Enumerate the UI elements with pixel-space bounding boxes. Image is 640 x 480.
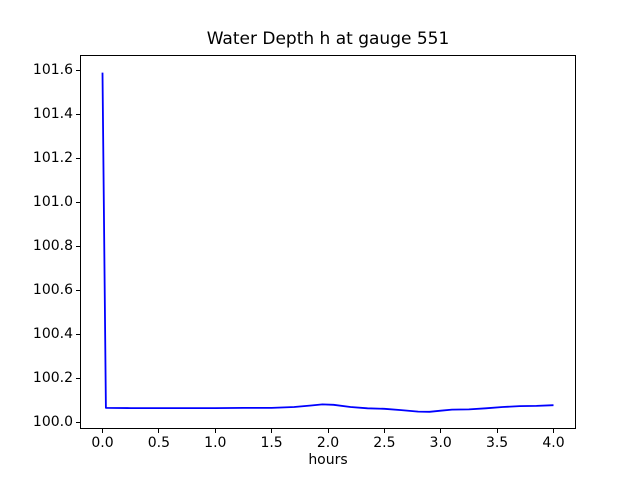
y-tick-mark bbox=[76, 333, 80, 335]
x-tick-mark bbox=[102, 429, 103, 433]
x-tick-label: 3.0 bbox=[429, 435, 452, 451]
y-tick-mark bbox=[76, 69, 80, 71]
x-tick-mark bbox=[496, 429, 498, 433]
x-tick-label: 4.0 bbox=[542, 435, 565, 451]
y-tick-mark bbox=[76, 377, 80, 379]
y-tick-mark bbox=[76, 421, 80, 423]
x-tick-label: 0.0 bbox=[91, 435, 114, 451]
y-tick-label: 101.2 bbox=[32, 150, 73, 167]
y-tick-mark bbox=[76, 201, 80, 203]
y-tick-label: 101.0 bbox=[32, 194, 73, 211]
y-tick-label: 101.6 bbox=[32, 62, 73, 79]
x-tick-mark bbox=[327, 429, 329, 433]
y-tick-label: 100.2 bbox=[32, 370, 73, 387]
y-tick-mark bbox=[76, 157, 80, 159]
x-tick-label: 2.5 bbox=[373, 435, 396, 451]
y-tick-mark bbox=[76, 245, 80, 247]
y-tick-label: 100.0 bbox=[32, 414, 73, 431]
chart-title: Water Depth h at gauge 551 bbox=[206, 29, 450, 49]
x-tick-mark bbox=[158, 429, 160, 433]
x-tick-label: 1.0 bbox=[204, 435, 227, 451]
x-tick-label: 1.5 bbox=[260, 435, 283, 451]
y-tick-label: 100.6 bbox=[32, 282, 73, 299]
y-tick-mark bbox=[76, 289, 80, 291]
x-axis-label: hours bbox=[308, 452, 348, 468]
y-tick-label: 101.4 bbox=[32, 106, 73, 123]
x-tick-label: 2.0 bbox=[316, 435, 340, 451]
x-tick-mark bbox=[553, 429, 554, 433]
x-tick-mark bbox=[440, 429, 442, 433]
x-tick-label: 3.5 bbox=[485, 435, 509, 451]
x-tick-label: 0.5 bbox=[147, 435, 171, 451]
y-tick-mark bbox=[76, 113, 80, 115]
y-tick-label: 100.4 bbox=[32, 326, 73, 343]
y-tick-label: 100.8 bbox=[32, 238, 73, 255]
x-tick-mark bbox=[271, 429, 273, 433]
plot-area bbox=[80, 55, 576, 429]
x-tick-mark bbox=[214, 429, 216, 433]
x-tick-mark bbox=[383, 429, 385, 433]
